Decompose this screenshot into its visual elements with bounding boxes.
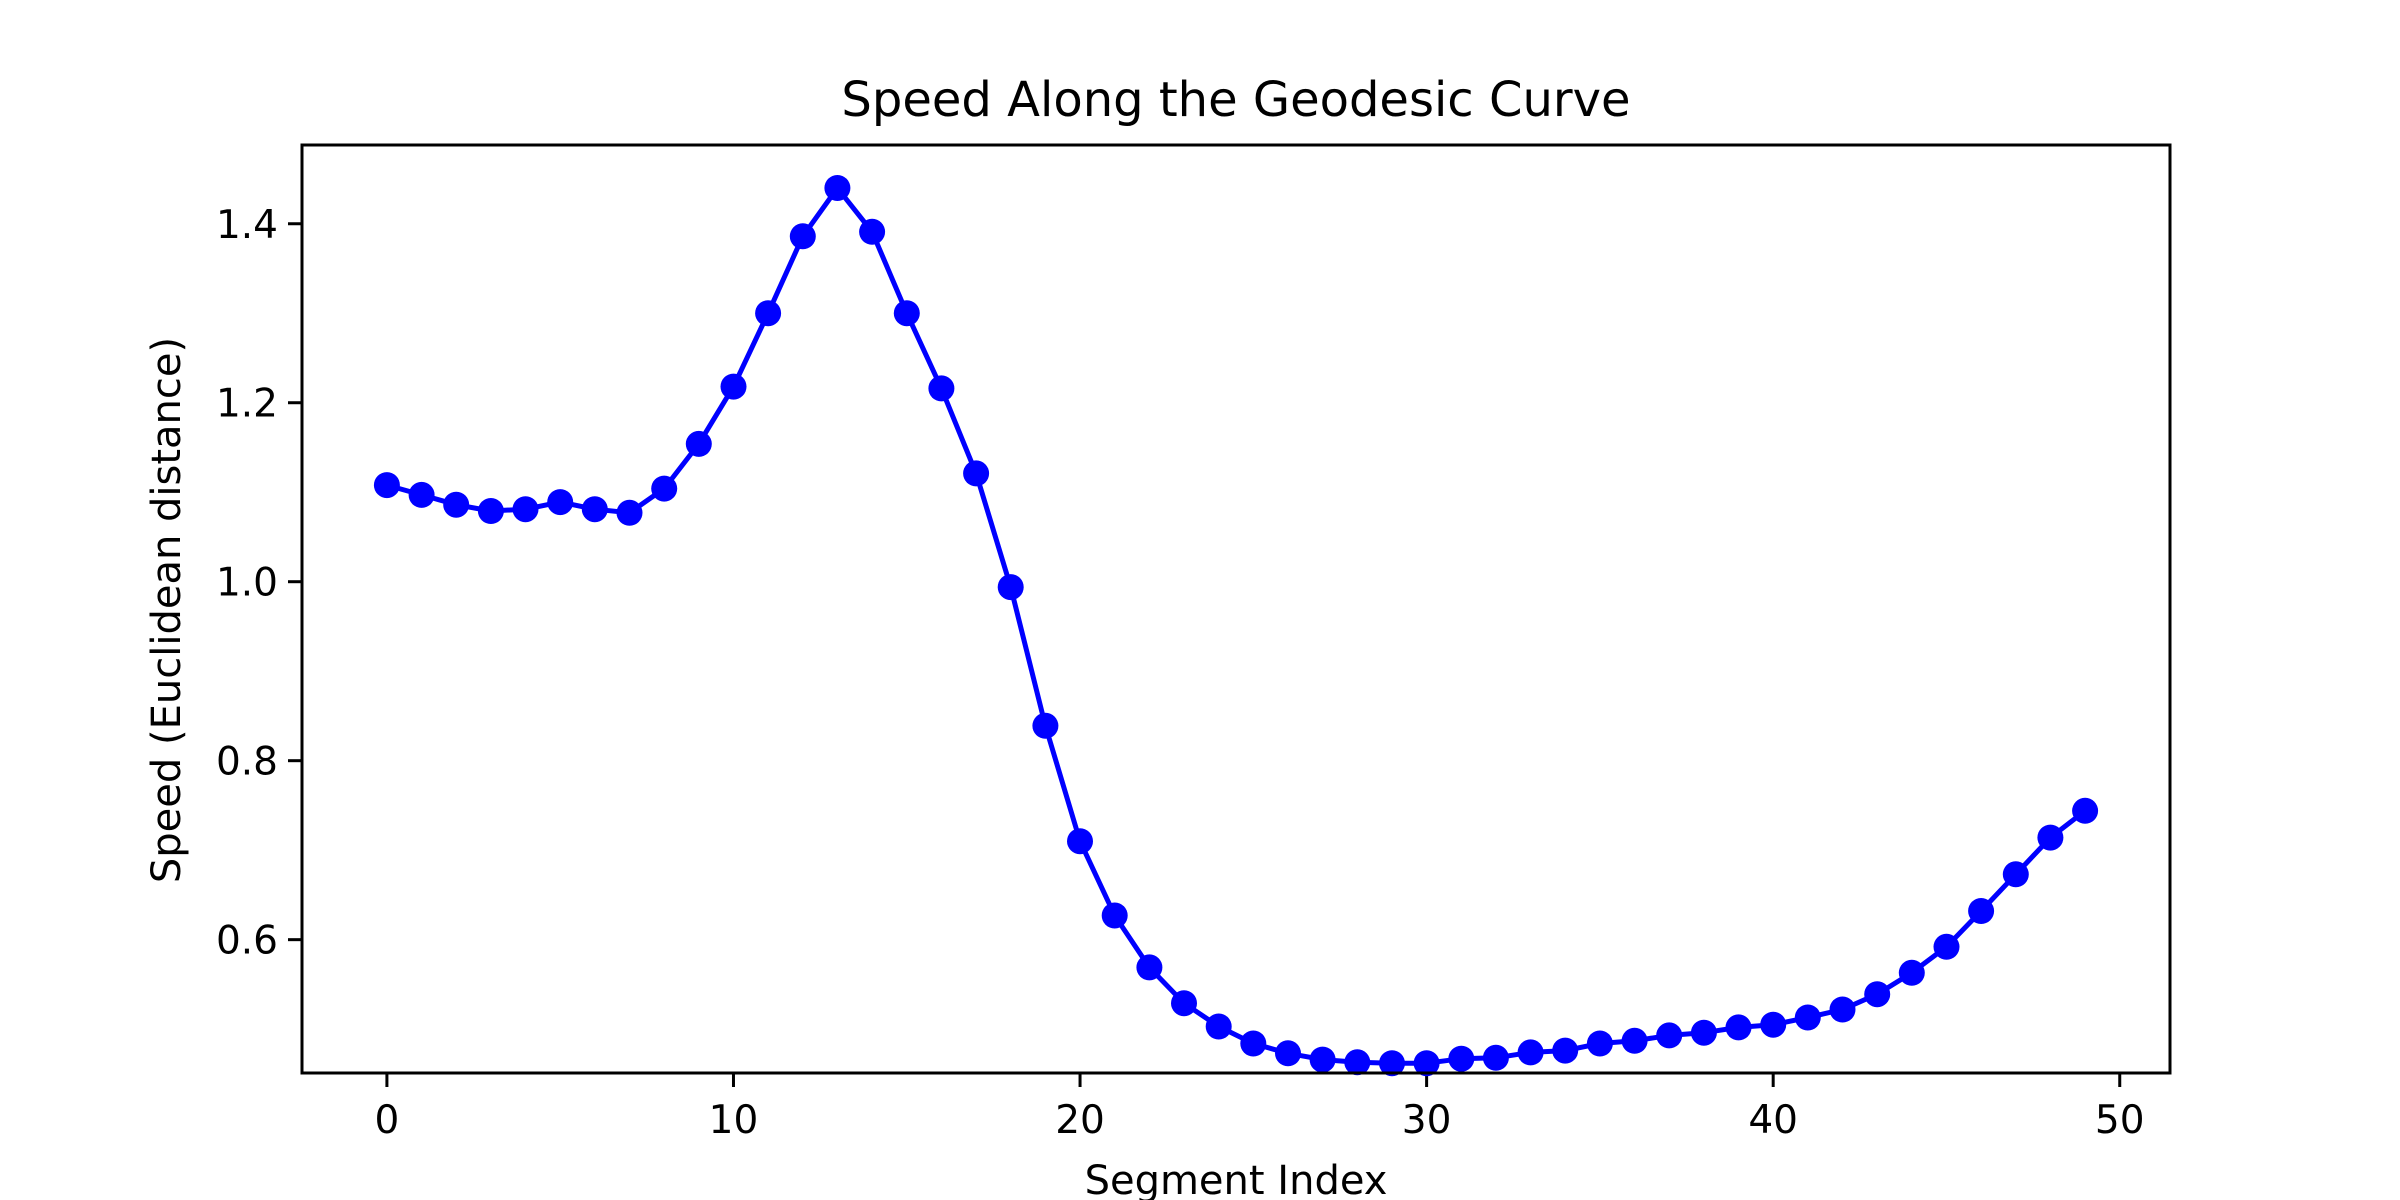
y-axis-ticks: 0.6 0.8 1.0 1.2 1.4 — [216, 203, 302, 964]
y-tick-label: 1.2 — [216, 382, 278, 427]
data-point — [1586, 1030, 1613, 1057]
data-point — [893, 300, 920, 327]
data-point — [963, 460, 990, 487]
data-point — [1656, 1022, 1683, 1049]
data-point — [1760, 1011, 1787, 1038]
data-point — [720, 373, 747, 400]
plot-frame — [300, 143, 2172, 1075]
data-point — [443, 491, 470, 518]
data-point — [1067, 828, 1093, 855]
data-point — [1968, 898, 1995, 924]
data-point — [512, 496, 539, 523]
data-point — [824, 175, 851, 201]
data-point — [1864, 981, 1891, 1008]
data-point — [1413, 1050, 1440, 1077]
data-point — [1171, 990, 1197, 1017]
y-tick-label: 0.8 — [216, 740, 278, 785]
data-point — [1448, 1045, 1475, 1072]
data-point — [1101, 902, 1128, 929]
data-point — [616, 499, 643, 526]
data-point — [859, 218, 886, 245]
data-point — [755, 300, 782, 327]
data-point — [1482, 1044, 1509, 1071]
data-point — [1898, 959, 1925, 986]
data-point — [2002, 861, 2029, 888]
x-tick-label: 0 — [374, 1098, 399, 1143]
series-points — [373, 175, 2099, 1077]
data-point — [408, 481, 435, 508]
data-point — [1240, 1030, 1267, 1057]
x-tick-label: 50 — [2095, 1098, 2145, 1143]
data-point — [373, 472, 400, 499]
data-point — [1621, 1027, 1648, 1054]
data-point — [1552, 1037, 1579, 1064]
data-point — [1344, 1049, 1371, 1076]
y-tick-label: 1.0 — [216, 561, 278, 606]
data-point — [1725, 1014, 1752, 1041]
data-point — [1309, 1046, 1336, 1073]
data-point — [1275, 1040, 1301, 1067]
data-point — [2037, 824, 2064, 851]
data-point — [581, 496, 608, 523]
data-point — [1517, 1039, 1544, 1066]
x-tick-label: 20 — [1055, 1098, 1105, 1143]
x-axis-ticks: 0 10 20 30 40 50 — [374, 1073, 2145, 1143]
data-point — [1032, 712, 1059, 739]
data-point — [1205, 1013, 1232, 1040]
data-point — [651, 475, 678, 502]
x-tick-label: 10 — [709, 1098, 759, 1143]
data-point — [789, 223, 816, 250]
x-tick-label: 40 — [1748, 1098, 1798, 1143]
data-point — [685, 430, 712, 457]
data-point — [2072, 797, 2099, 824]
data-point — [477, 498, 504, 524]
chart-title: Speed Along the Geodesic Curve — [841, 72, 1630, 128]
y-axis-label: Speed (Euclidean distance) — [144, 337, 190, 883]
x-axis-label: Segment Index — [1085, 1158, 1388, 1200]
data-point — [1379, 1050, 1405, 1077]
x-tick-label: 30 — [1402, 1098, 1452, 1143]
data-point — [1829, 996, 1856, 1023]
y-tick-label: 1.4 — [216, 203, 278, 248]
data-point — [997, 574, 1024, 601]
data-point — [1933, 933, 1960, 960]
y-tick-label: 0.6 — [216, 919, 278, 964]
data-point — [928, 375, 955, 402]
data-point — [547, 489, 574, 516]
data-point — [1690, 1019, 1717, 1046]
series-line — [386, 185, 2087, 1066]
data-point — [1794, 1004, 1821, 1031]
data-point — [1136, 954, 1163, 981]
